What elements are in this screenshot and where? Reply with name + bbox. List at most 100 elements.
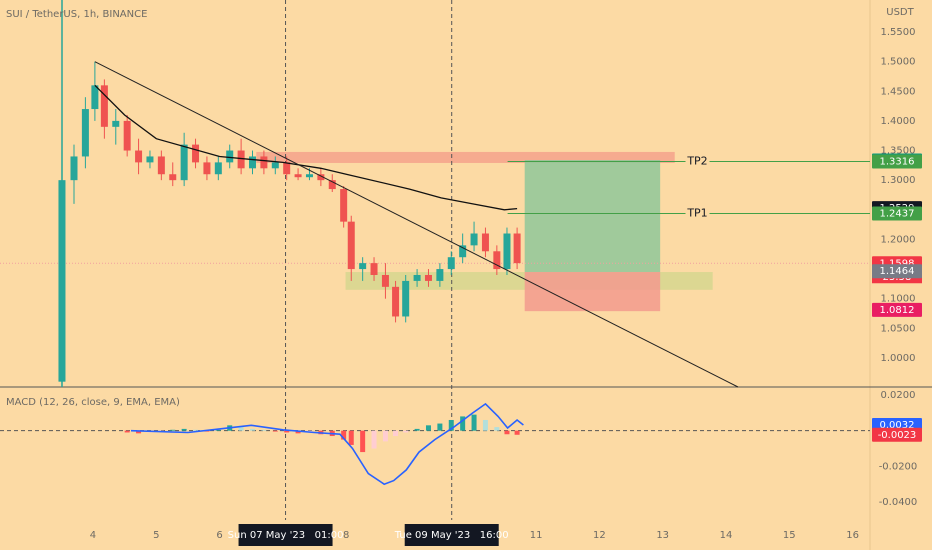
trendline (94, 61, 739, 388)
candle-body (470, 233, 478, 246)
x-tick-label: 15 (783, 530, 796, 541)
price-tag: 1.2437 (880, 209, 915, 220)
candle-body (392, 286, 400, 317)
candle-body (424, 274, 432, 281)
candle-body (481, 233, 489, 252)
crosshair-date-bg (404, 524, 499, 546)
candle-body (370, 263, 378, 275)
macd-line (130, 402, 524, 486)
macd-histogram-bar (348, 430, 354, 445)
price-tag: 1.1598 (880, 258, 915, 269)
y-tick-label: 1.2000 (881, 234, 916, 245)
candle-body (493, 251, 501, 270)
macd-histogram-bar (382, 430, 388, 442)
candle-body (70, 156, 78, 181)
macd-histogram-bar (181, 428, 187, 431)
macd-histogram-bar (261, 429, 267, 431)
candle-body (513, 233, 521, 264)
price-tag-bg (872, 154, 922, 169)
macd-histogram-bar (136, 430, 142, 434)
price-tag: 1.3316 (880, 156, 915, 167)
x-tick-label: 8 (343, 530, 349, 541)
y-tick-label: 1.3000 (881, 175, 916, 186)
macd-histogram-bar (425, 425, 431, 431)
y-tick-label: 1.4000 (881, 116, 916, 127)
macd-histogram-bar (414, 428, 420, 431)
candle-body (436, 269, 444, 281)
macd-histogram-bar (504, 430, 510, 435)
x-tick-label: 13 (656, 530, 669, 541)
candle-body (123, 120, 131, 151)
macd-histogram-bar (403, 430, 409, 433)
target-label-bg (685, 153, 710, 170)
candle-body (192, 144, 200, 163)
candle-body (260, 156, 268, 169)
candle-body (249, 156, 257, 169)
candle-body (146, 156, 154, 163)
candle-body (381, 274, 389, 287)
x-tick-label: 4 (90, 530, 96, 541)
macd-histogram-bar (215, 429, 221, 431)
x-tick-label: 16 (846, 530, 859, 541)
candle-body (294, 174, 302, 178)
macd-title: MACD (12, 26, close, 9, EMA, EMA) (6, 397, 180, 408)
macd-histogram-bar (460, 416, 466, 431)
y-tick-label: 1.3500 (881, 146, 916, 157)
macd-histogram-bar (193, 429, 199, 431)
candle-body (340, 189, 348, 222)
currency-label: USDT (886, 7, 914, 18)
y-tick-label: 1.4500 (881, 86, 916, 97)
candle-body (237, 150, 245, 169)
candle-body (413, 274, 421, 281)
macd-histogram-bar (494, 427, 500, 431)
candle-body (157, 156, 165, 175)
candle-body (317, 174, 325, 181)
candle-body (447, 257, 455, 270)
macd-histogram-bar (250, 428, 256, 431)
price-tag-bg (872, 302, 922, 317)
target-label: TP2 (686, 154, 707, 167)
price-tag-bg (872, 264, 922, 279)
macd-histogram-bar (371, 430, 377, 449)
zone (256, 151, 675, 163)
macd-histogram-bar (393, 430, 399, 437)
price-tag-bg (872, 206, 922, 221)
candle-body (402, 280, 410, 317)
target-label-bg (685, 205, 710, 222)
macd-histogram-bar (238, 427, 244, 431)
candle-body (112, 120, 120, 127)
candle-body (58, 180, 66, 382)
candle-body (305, 174, 313, 178)
candle-body (459, 245, 467, 258)
y-tick-label: 1.1000 (881, 294, 916, 305)
price-tag: 0.0032 (880, 420, 915, 431)
macd-histogram-bar (437, 423, 443, 431)
x-tick-label: 12 (593, 530, 606, 541)
crosshair-date-bg (238, 524, 333, 546)
crosshair-date: Sun 07 May '23 01:00 (228, 530, 344, 541)
x-tick-label: 6 (216, 530, 222, 541)
candle-body (135, 150, 143, 163)
price-tag-bg (872, 427, 922, 442)
macd-histogram-bar (272, 430, 278, 432)
candle-body (328, 180, 336, 190)
macd-histogram-bar (295, 430, 301, 434)
ema-line (94, 84, 518, 211)
crosshair-date: Tue 09 May '23 16:00 (394, 530, 509, 541)
candle-body (503, 233, 511, 270)
y-tick-label: 1.0000 (881, 353, 916, 364)
candle-body (347, 221, 355, 270)
x-tick-label: 11 (530, 530, 543, 541)
candle-body (203, 162, 211, 175)
candle-body (214, 162, 222, 175)
symbol-title: SUI / TetherUS, 1h, BINANCE (6, 9, 147, 20)
candle-body (271, 162, 279, 169)
macd-histogram-bar (360, 430, 366, 453)
x-tick-label: 14 (720, 530, 733, 541)
candle-body (283, 162, 291, 175)
candle-body (100, 85, 108, 127)
macd-histogram-bar (514, 430, 520, 435)
candle-body (180, 144, 188, 181)
candle-body (169, 174, 177, 181)
